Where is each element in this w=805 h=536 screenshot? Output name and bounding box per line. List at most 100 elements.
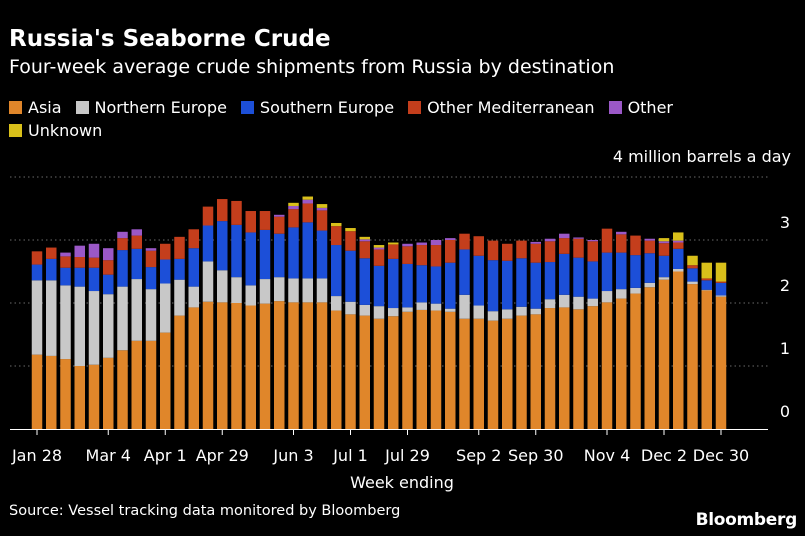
bar-segment-other-mediterranean bbox=[530, 243, 541, 263]
y-axis-unit-label: 4 million barrels a day bbox=[612, 147, 791, 166]
bar-segment-northern-europe bbox=[88, 291, 100, 365]
bar-segment-other-mediterranean bbox=[359, 241, 370, 259]
bar-segment-northern-europe bbox=[416, 302, 427, 310]
x-tick-label: Nov 4 bbox=[584, 446, 631, 465]
legend-label: Unknown bbox=[28, 121, 103, 140]
bar-segment-asia bbox=[559, 307, 570, 429]
bar-segment-southern-europe bbox=[487, 260, 499, 312]
bar-segment-southern-europe bbox=[259, 229, 271, 280]
bar-segment-asia bbox=[274, 301, 285, 429]
legend-swatch bbox=[9, 124, 22, 137]
bar-segment-other-mediterranean bbox=[473, 236, 484, 256]
bar-segment-other bbox=[416, 242, 427, 246]
bar-segment-unknown bbox=[302, 196, 313, 200]
bar-segment-other-mediterranean bbox=[217, 199, 228, 222]
legend-label: Other Mediterranean bbox=[427, 98, 595, 117]
bar-segment-northern-europe bbox=[573, 296, 584, 310]
bar-segment-southern-europe bbox=[416, 265, 427, 303]
bar-segment-other-mediterranean bbox=[60, 256, 71, 268]
bar-segment-southern-europe bbox=[430, 266, 442, 304]
bar-segment-other-mediterranean bbox=[331, 226, 342, 246]
bar-segment-asia bbox=[459, 318, 470, 429]
bar-segment-southern-europe bbox=[345, 250, 356, 302]
bar-segment-other bbox=[616, 231, 627, 235]
bar-segment-northern-europe bbox=[487, 311, 499, 321]
bar-segment-other bbox=[288, 205, 299, 210]
bar-segment-unknown bbox=[673, 232, 684, 241]
bar-segment-northern-europe bbox=[601, 291, 613, 303]
bar-segment-unknown bbox=[288, 202, 299, 206]
bar-segment-northern-europe bbox=[259, 279, 271, 304]
bar-segment-northern-europe bbox=[202, 261, 214, 302]
bar-segment-other-mediterranean bbox=[188, 229, 199, 249]
bar-segment-southern-europe bbox=[274, 233, 285, 278]
bar-segment-northern-europe bbox=[74, 286, 85, 366]
bar-segment-northern-europe bbox=[359, 304, 370, 316]
bar-segment-unknown bbox=[687, 255, 698, 266]
bar-segment-southern-europe bbox=[388, 258, 399, 309]
legend-swatch bbox=[408, 101, 422, 114]
bar-segment-other-mediterranean bbox=[502, 243, 513, 261]
bar-segment-other-mediterranean bbox=[288, 209, 299, 228]
bar-segment-asia bbox=[630, 293, 641, 429]
bar-segment-northern-europe bbox=[174, 279, 185, 316]
bar-segment-asia bbox=[644, 287, 655, 429]
bar-segment-northern-europe bbox=[587, 298, 598, 307]
bar-segment-other-mediterranean bbox=[316, 210, 328, 231]
bar-segment-southern-europe bbox=[188, 248, 199, 287]
x-tick-label: Jun 3 bbox=[272, 446, 313, 465]
bar-segment-southern-europe bbox=[715, 282, 727, 296]
bar-segment-other bbox=[131, 229, 142, 236]
bar-segment-unknown bbox=[373, 245, 385, 248]
bar-segment-northern-europe bbox=[160, 283, 171, 333]
bar-segment-asia bbox=[687, 284, 698, 429]
bar-segment-asia bbox=[74, 366, 85, 429]
bar-segment-asia bbox=[587, 306, 598, 429]
bar-segment-other-mediterranean bbox=[202, 206, 214, 226]
bar-segment-other-mediterranean bbox=[445, 240, 456, 263]
bar-segment-northern-europe bbox=[331, 296, 342, 311]
bar-segment-southern-europe bbox=[616, 252, 627, 290]
bar-segment-asia bbox=[316, 302, 328, 429]
bar-segment-other bbox=[274, 214, 285, 217]
bar-segment-other-mediterranean bbox=[616, 234, 627, 253]
bar-segment-other-mediterranean bbox=[388, 244, 399, 259]
bar-segment-other bbox=[316, 207, 328, 211]
bar-segment-asia bbox=[131, 340, 142, 429]
bar-segment-northern-europe bbox=[530, 308, 541, 315]
legend-item-northern-europe: Northern Europe bbox=[75, 96, 227, 119]
bar-segment-southern-europe bbox=[316, 230, 328, 279]
bar-segment-southern-europe bbox=[502, 260, 513, 310]
bar-segment-northern-europe bbox=[245, 285, 256, 306]
x-tick-label: Dec 30 bbox=[693, 446, 749, 465]
bar-segment-asia bbox=[445, 311, 456, 429]
bar-segment-other-mediterranean bbox=[402, 246, 413, 264]
bar-segment-southern-europe bbox=[687, 268, 698, 282]
legend-item-asia: Asia bbox=[9, 96, 62, 119]
bar-segment-other bbox=[530, 241, 541, 244]
y-tick-label: 3 bbox=[780, 213, 790, 232]
bar-segment-other bbox=[402, 243, 413, 247]
bar-segment-asia bbox=[145, 340, 157, 429]
bar-segment-southern-europe bbox=[131, 248, 142, 280]
bar-segment-asia bbox=[473, 318, 484, 429]
bar-segment-southern-europe bbox=[288, 227, 299, 279]
bar-segment-asia bbox=[715, 296, 727, 429]
bar-segment-northern-europe bbox=[117, 286, 128, 351]
bar-segment-southern-europe bbox=[331, 245, 342, 297]
bar-segment-other-mediterranean bbox=[487, 240, 499, 261]
bar-segment-southern-europe bbox=[74, 267, 85, 287]
bar-segment-asia bbox=[516, 315, 527, 429]
bar-segment-asia bbox=[331, 310, 342, 429]
bar-segment-southern-europe bbox=[46, 258, 57, 281]
legend-swatch bbox=[9, 101, 22, 114]
bar-segment-unknown bbox=[316, 204, 328, 208]
bar-segment-asia bbox=[359, 315, 370, 429]
x-tick-label: Apr 29 bbox=[196, 446, 249, 465]
bar-segment-northern-europe bbox=[188, 286, 199, 308]
bar-segment-other-mediterranean bbox=[274, 216, 285, 234]
bar-segment-southern-europe bbox=[160, 259, 171, 284]
bar-segment-northern-europe bbox=[60, 285, 71, 360]
bar-segment-asia bbox=[430, 310, 442, 429]
bar-segment-other-mediterranean bbox=[131, 235, 142, 249]
